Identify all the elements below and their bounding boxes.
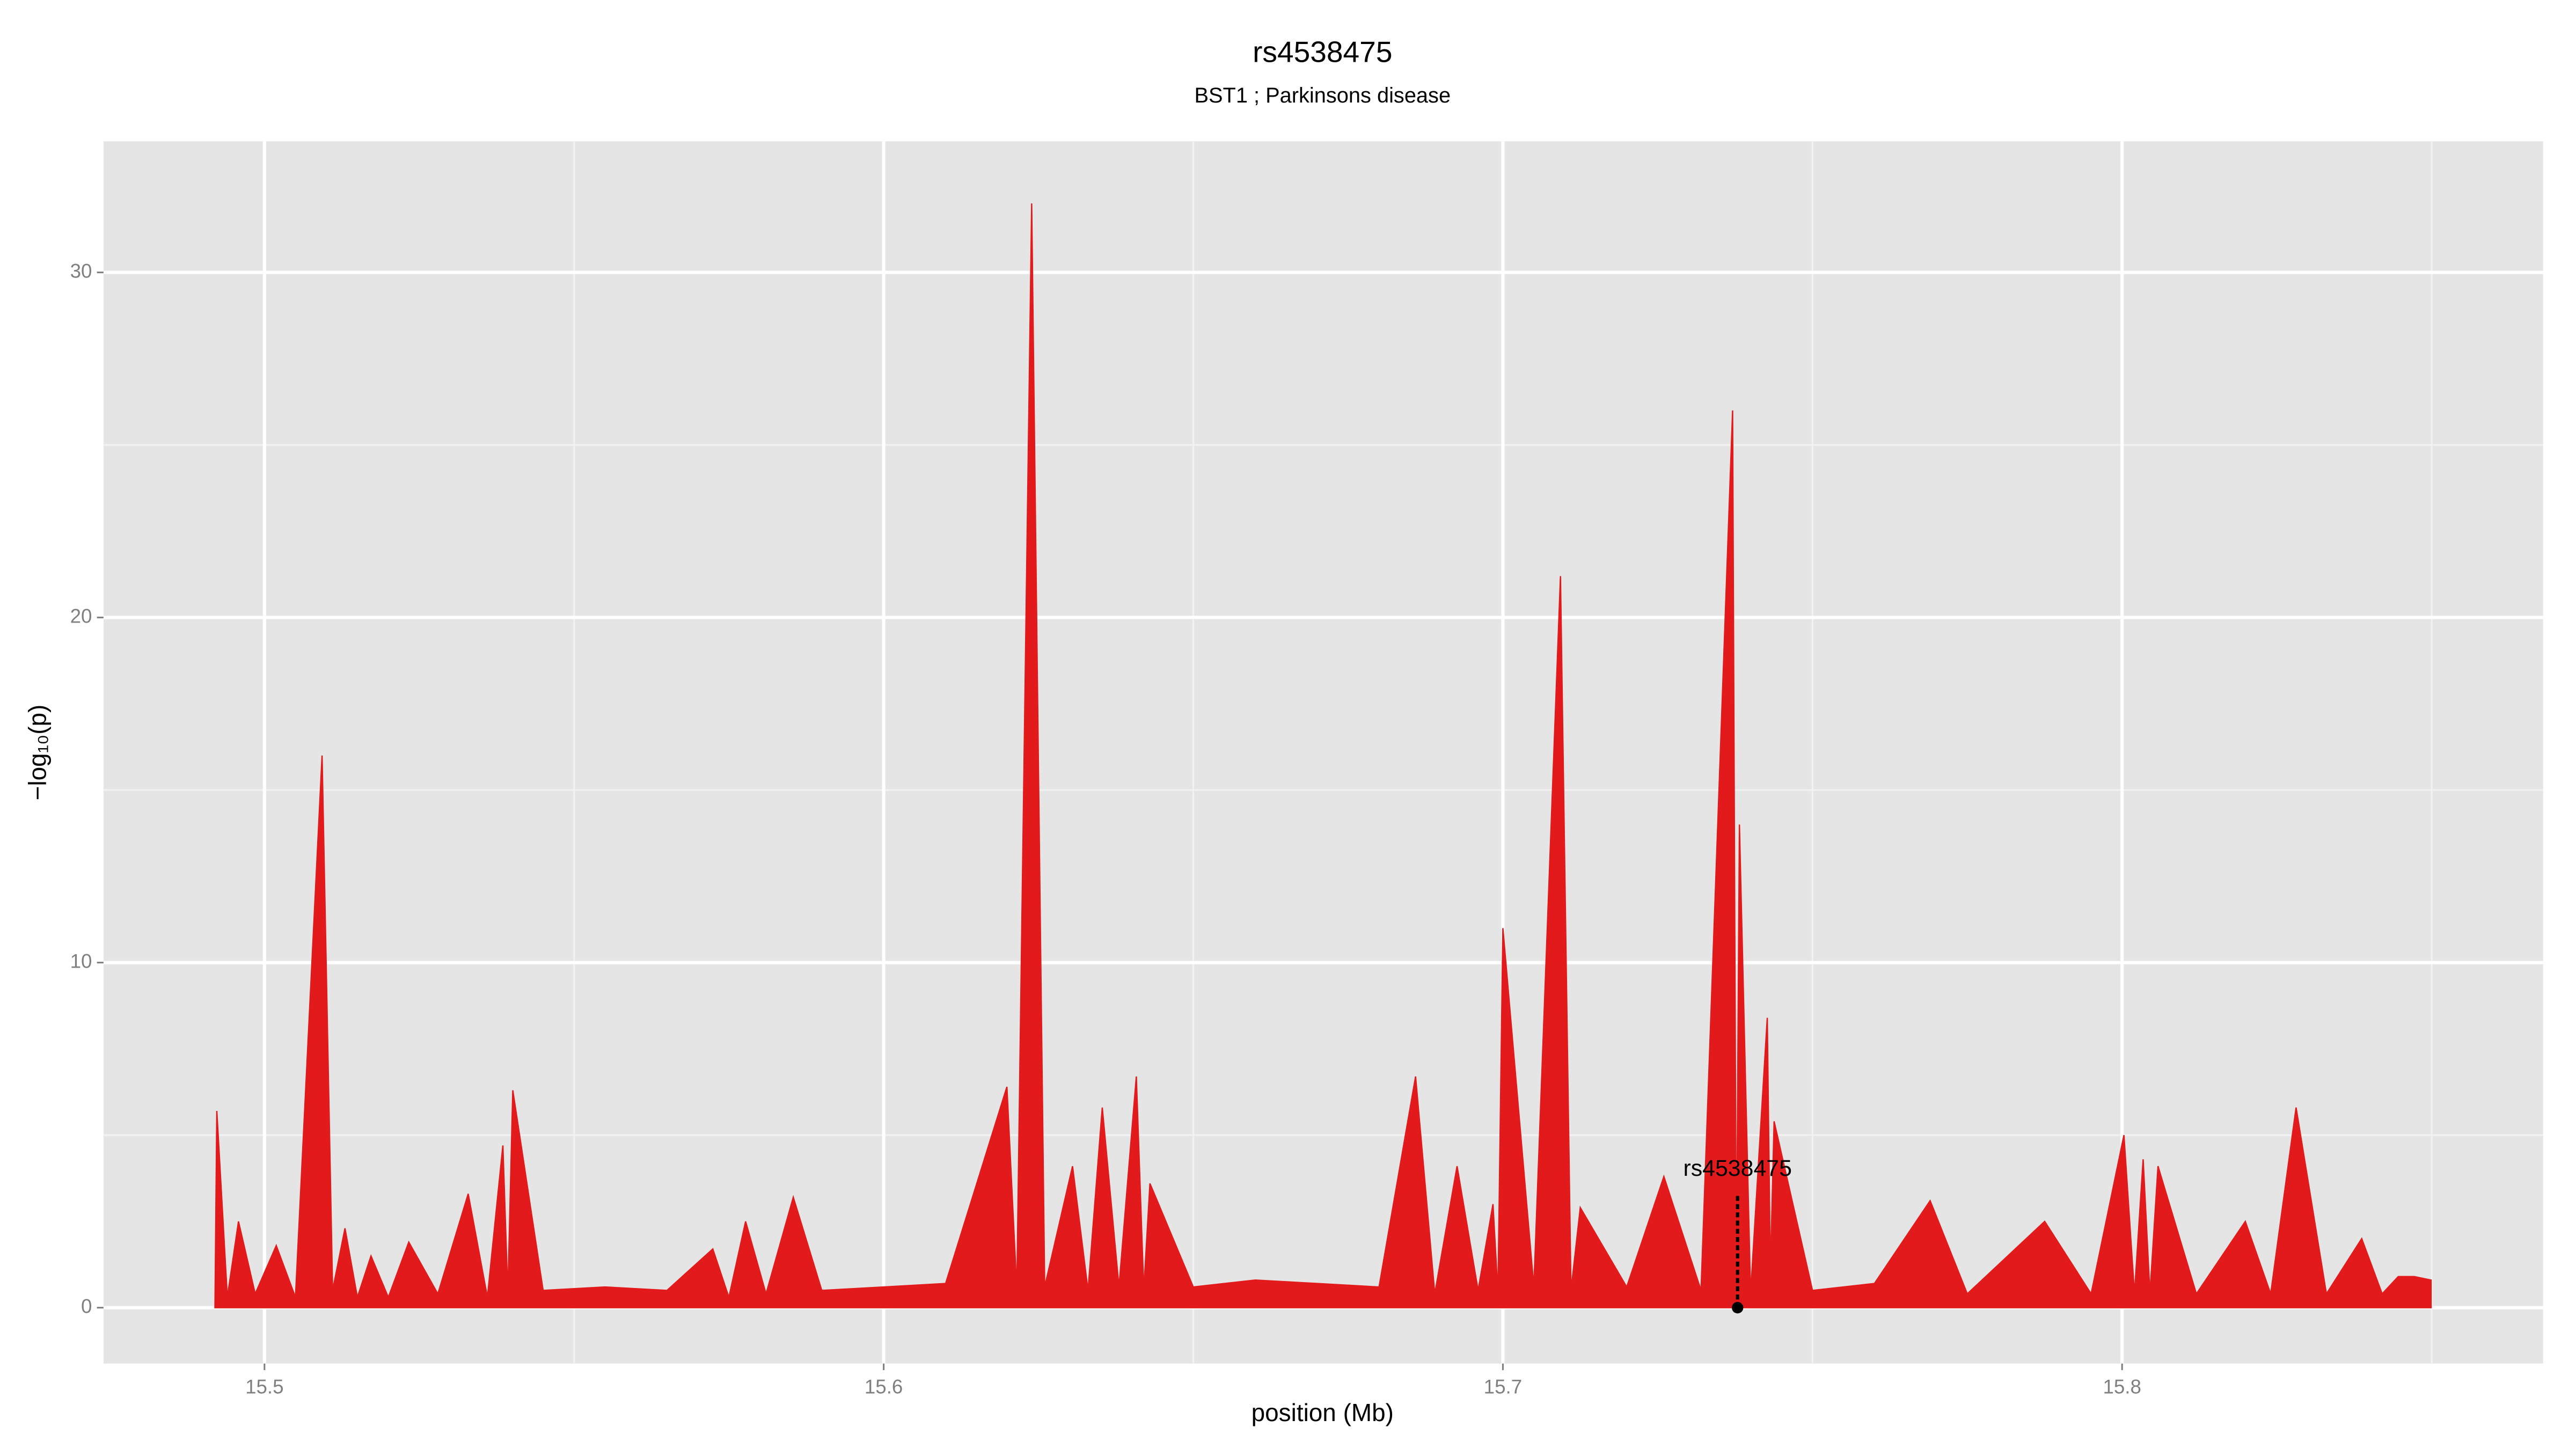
x-tick-label: 15.5: [245, 1375, 283, 1397]
y-tick-label: 20: [70, 605, 92, 627]
x-tick-label: 15.7: [1484, 1375, 1522, 1397]
chart-subtitle: BST1 ; Parkinsons disease: [1194, 84, 1451, 107]
x-tick-label: 15.6: [865, 1375, 903, 1397]
plot-background: [103, 141, 2543, 1364]
x-tick-label: 15.8: [2103, 1375, 2141, 1397]
chart-title: rs4538475: [1253, 35, 1392, 69]
y-tick-label: 30: [70, 260, 92, 282]
y-tick-label: 0: [81, 1295, 92, 1317]
x-axis-label: position (Mb): [1252, 1399, 1394, 1426]
area: [214, 203, 2432, 1308]
y-tick-label: 10: [70, 950, 92, 972]
annotation-point: [1731, 1301, 1744, 1314]
annotation-label: rs4538475: [1683, 1155, 1791, 1181]
y-axis-label: −log₁₀(p): [24, 705, 52, 801]
